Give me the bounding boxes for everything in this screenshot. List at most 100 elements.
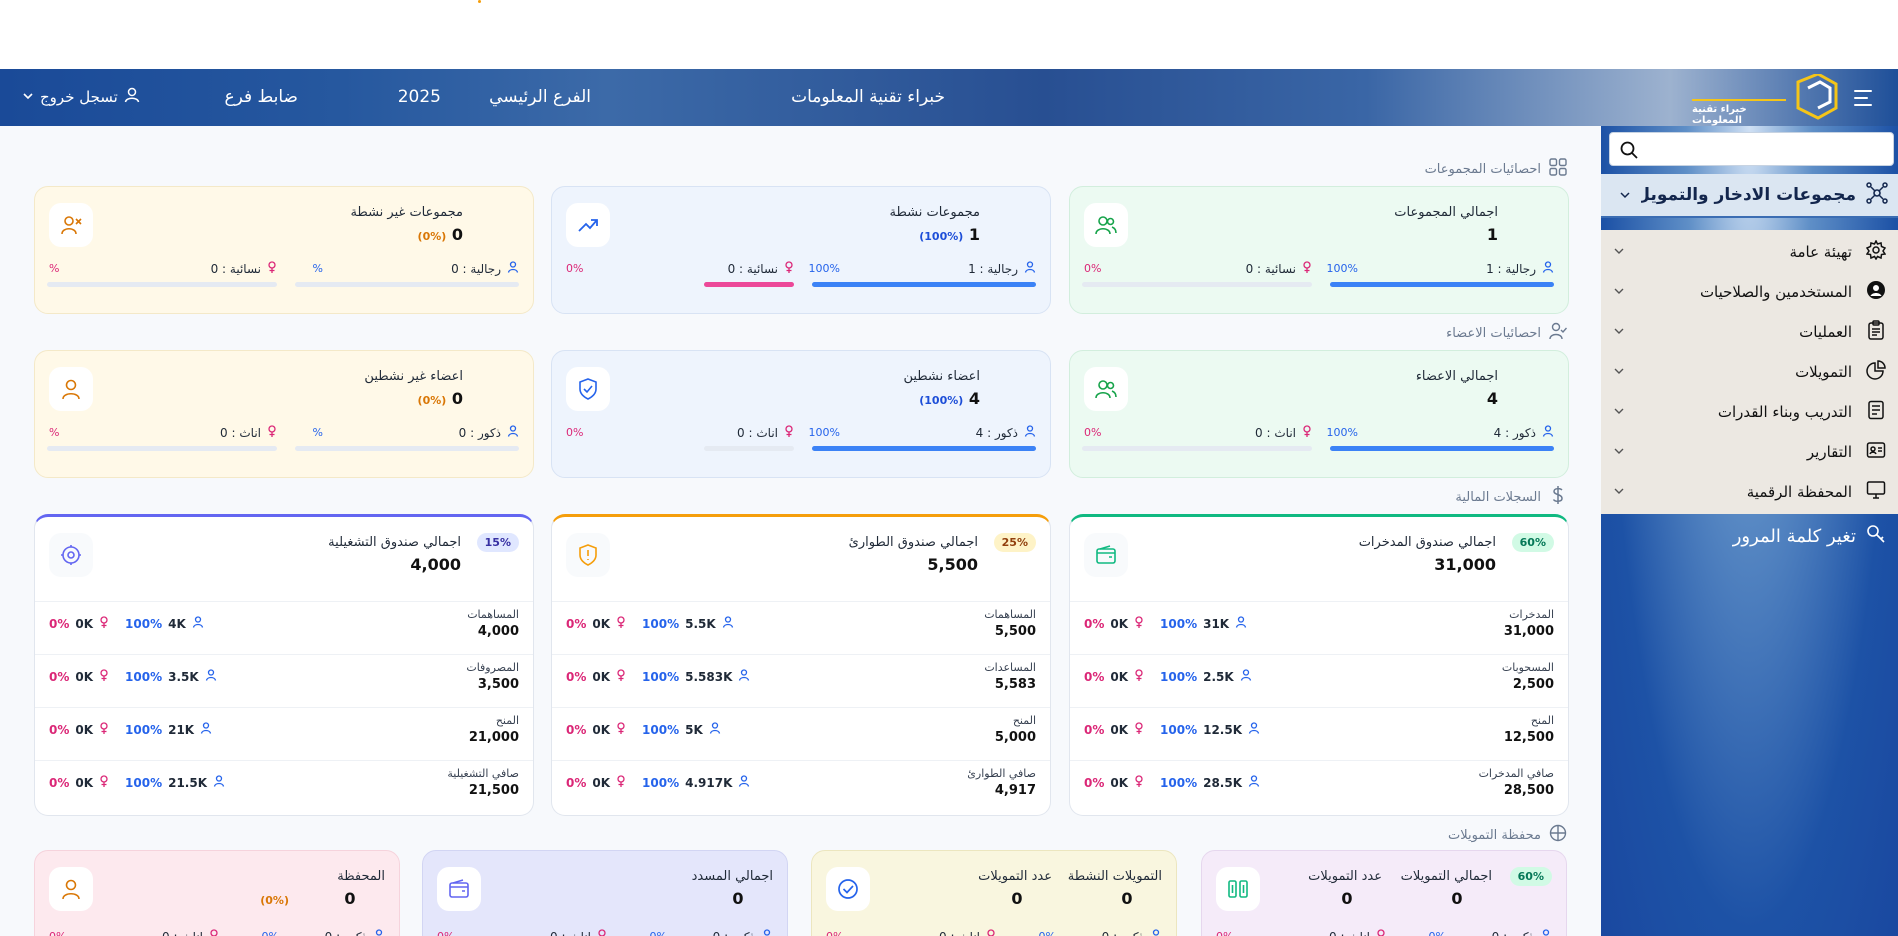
sidebar-item-5[interactable]: التقارير [1601,432,1898,472]
card-title: مجموعات غير نشطة [350,205,463,220]
female-stat: اناث : 0 [939,929,996,936]
share-badge: 60% [1511,533,1554,552]
card-title: اجمالي الاعضاء [1415,369,1498,384]
fund-title: اجمالي صندوق الطوارئ [848,535,978,550]
female-progress-bar [1082,446,1312,451]
sidebar-item-6[interactable]: المحفظة الرقمية [1601,472,1898,512]
finance-row: المصروفات 3,500 0% 0K 100% 3.5K [35,654,533,707]
sidebar-group-header[interactable]: مجموعات الادخار والتمويل الـ [1601,174,1898,218]
change-password-label: تغير كلمة المرور [1732,526,1856,547]
female-amount: 0K [1110,722,1129,737]
role-label: ضابط فرع [224,87,298,107]
male-stat: ذكور : 4 [1494,425,1554,440]
card-percent: (100%) [919,230,964,243]
loan-title: المحفظة [337,869,385,884]
user-icon [722,616,734,631]
female-icon [597,929,607,936]
menu-toggle-button[interactable] [1854,82,1886,114]
female-label: اناث : 0 [220,425,261,440]
female-icon [986,929,996,936]
document-icon [1866,400,1886,424]
row-label: صافي الطوارئ [967,767,1036,780]
chevron-down-icon [1613,363,1625,381]
male-amount: 4K [168,616,186,631]
male-percent: 0% [1429,930,1446,936]
row-stats: 0% 0K 100% 2.5K [1084,669,1252,684]
female-percent: 0% [1216,930,1233,936]
sidebar-item-4[interactable]: التدريب وبناء القدرات [1601,392,1898,432]
female-percent: 0% [437,930,454,936]
row-label: صافي التشغيلية [447,767,519,780]
female-label: اناث : 0 [1329,930,1370,936]
loan-card: المحفظة 0 (0%) ذكور : 0 0% اناث : 0 0% [34,850,400,936]
female-progress-bar [47,446,277,451]
male-percent: 0% [262,930,279,936]
user-circle-icon [1866,280,1886,304]
row-value: 5,000 [994,730,1036,745]
female-icon [1134,669,1144,684]
change-password-link[interactable]: تغير كلمة المرور [1733,524,1886,549]
search-icon [1620,141,1638,159]
sidebar-item-label: المستخدمين والصلاحيات [1699,283,1852,301]
fund-total: 5,500 [927,555,978,574]
sidebar-item-3[interactable]: التمويلات [1601,352,1898,392]
male-percent: 0% [650,930,667,936]
share-badge: 15% [476,533,519,552]
male-stat: ذكور : 0 [713,929,773,936]
female-stat: نسائية : 0 [728,261,794,276]
user-icon [49,367,93,411]
male-stat: ذكور : 0 [1492,929,1552,936]
male-percent: 100% [642,722,680,737]
row-stats: 0% 0K 100% 21K [49,722,212,737]
female-label: نسائية : 0 [210,261,261,276]
female-label: اناث : 0 [1255,425,1296,440]
search-input[interactable] [1609,132,1894,166]
sidebar-item-1[interactable]: المستخدمين والصلاحيات [1601,272,1898,312]
card-percent: (100%) [919,394,964,407]
row-label: المساهمات [984,608,1036,621]
female-icon [267,425,277,440]
female-amount: 0K [592,669,611,684]
female-percent: 0% [566,775,587,790]
male-stat: رجالية : 1 [1486,261,1554,276]
user-icon [192,616,204,631]
female-icon [616,669,626,684]
male-amount: 31K [1203,616,1230,631]
wallet-icon [437,867,481,911]
female-percent: 0% [566,426,584,439]
male-progress-bar [812,282,1036,287]
female-icon [99,722,109,737]
female-percent: 0% [566,669,587,684]
male-label: ذكور : 4 [975,425,1018,440]
sidebar-item-0[interactable]: تهيئة عامة [1601,232,1898,272]
sidebar-item-label: تهيئة عامة [1789,243,1852,261]
logout-button[interactable]: تسجل خروج [22,87,140,107]
male-amount: 3.5K [168,669,199,684]
female-icon [1302,425,1312,440]
itech-logo: ITECH خبراء تقنية المعلومات [1611,72,1840,126]
female-icon [616,722,626,737]
row-label: المنح [495,714,519,727]
finance-card: 25% اجمالي صندوق الطوارئ 5,500 المساهمات 5,5… [551,514,1051,816]
female-stat: اناث : 0 [1329,929,1386,936]
clipboard-icon [1866,320,1886,344]
user-icon [205,669,217,684]
section-finance-label: السجلات المالية [1455,489,1541,505]
chevron-down-icon [1613,323,1625,341]
card-percent: (0%) [417,230,447,243]
shield-check-icon [566,367,610,411]
loan-value: 0 [703,889,773,908]
male-progress-bar [1330,282,1554,287]
female-icon [1302,261,1312,276]
section-loans-label: محفظة التمويلات [1447,827,1541,843]
male-progress-bar [812,446,1036,451]
row-stats: 0% 0K 100% 12.5K [1084,722,1260,737]
card-title: اعضاء غير نشطين [364,369,463,384]
female-stat: نسائية : 0 [211,261,277,276]
finance-card: 15% اجمالي صندوق التشغيلية 4,000 المساهمات 4… [34,514,534,816]
male-percent: 100% [808,262,840,275]
sidebar-item-2[interactable]: العمليات [1601,312,1898,352]
row-stats: 0% 0K 100% 4.917K [566,775,750,790]
wallet-icon [1084,533,1128,577]
section-groups-title: احصائيات المجموعات [1425,158,1567,180]
